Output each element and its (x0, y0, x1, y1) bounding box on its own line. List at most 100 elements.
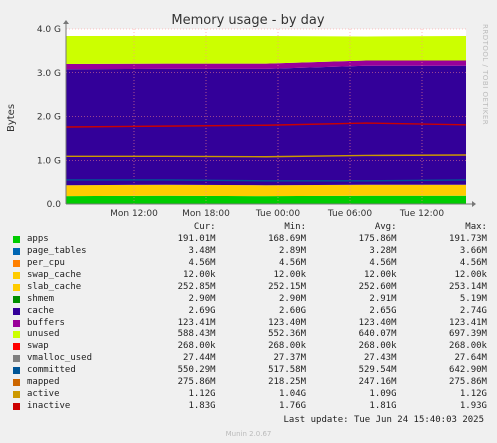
chart-title: Memory usage - by day (171, 13, 324, 28)
legend-row-slab_cache: slab_cache 252.85M 252.15M 252.60M 253.14M (12, 282, 487, 294)
legend-series-name: active (27, 389, 60, 400)
legend-max-value: 27.64M (454, 353, 487, 364)
legend-cur-value: 550.29M (177, 365, 216, 376)
legend-series-name: slab_cache (27, 281, 82, 292)
y-tick-label: 1.0 G (37, 156, 61, 166)
legend-cur-value: 2.90M (188, 293, 216, 304)
legend-cur-value: 1.83G (188, 401, 216, 412)
area-slab_cache (66, 184, 466, 197)
legend-row-page_tables: page_tables 3.48M 2.89M 3.28M 3.66M (12, 246, 487, 258)
y-tick-label: 4.0 G (37, 25, 61, 35)
legend-swatch (13, 283, 20, 291)
legend-row-mapped: mapped 275.86M 218.25M 247.16M 275.86M (12, 377, 487, 389)
line-inactive (65, 122, 467, 128)
y-axis-arrow (63, 20, 69, 24)
area-buffers (66, 60, 466, 70)
x-tick-label: Tue 12:00 (399, 209, 444, 219)
legend-row-apps: apps 191.01M 168.69M 175.86M 191.73M (12, 234, 487, 246)
line-committed (66, 179, 467, 182)
legend-row-shmem: shmem 2.90M 2.90M 2.91M 5.19M (12, 294, 487, 306)
legend-min-value: 2.90M (278, 293, 307, 304)
last-update: Last update: Tue Jun 24 15:40:03 2025 (283, 415, 484, 425)
legend-swatch (13, 331, 20, 339)
header-cur: Cur: (193, 222, 216, 232)
y-tick-label: 2.0 G (37, 113, 61, 123)
legend-swatch (13, 367, 20, 375)
legend-max-value: 4.56M (459, 257, 487, 268)
legend-series-name: committed (27, 365, 76, 376)
x-tick-label: Mon 18:00 (182, 209, 230, 219)
legend-avg-value: 2.91M (369, 293, 397, 304)
legend-avg-value: 2.65G (369, 305, 397, 316)
legend-cur-value: 123.41M (177, 317, 216, 328)
legend-swatch (13, 307, 20, 315)
legend-swatch (13, 259, 20, 267)
legend-avg-value: 175.86M (358, 233, 397, 244)
legend-row-cache: cache 2.69G 2.60G 2.65G 2.74G (12, 306, 487, 318)
header-min: Min: (284, 222, 307, 232)
legend-min-value: 1.04G (278, 389, 307, 400)
legend-min-value: 2.60G (278, 305, 307, 316)
x-tick-label: Tue 00:00 (255, 209, 300, 219)
legend-cur-value: 588.43M (177, 329, 216, 340)
legend-cur-value: 4.56M (188, 257, 216, 268)
y-tick-label: 0.0 (47, 200, 62, 210)
legend-cur-value: 268.00k (177, 341, 216, 352)
legend-swatch (13, 295, 20, 303)
legend-min-value: 552.36M (268, 329, 307, 340)
legend-swatch (13, 391, 20, 399)
legend-max-value: 1.93G (459, 401, 487, 412)
area-apps (66, 195, 466, 204)
legend-row-per_cpu: per_cpu 4.56M 4.56M 4.56M 4.56M (12, 258, 487, 270)
legend-max-value: 3.66M (459, 245, 487, 256)
legend-row-unused: unused 588.43M 552.36M 640.07M 697.39M (12, 329, 487, 341)
legend-row-swap: swap 268.00k 268.00k 268.00k 268.00k (12, 341, 487, 353)
legend-row-inactive: inactive 1.83G 1.76G 1.81G 1.93G (12, 401, 487, 413)
legend-series-name: page_tables (27, 245, 87, 256)
legend-swatch (13, 235, 20, 243)
legend-max-value: 191.73M (449, 233, 487, 244)
legend-min-value: 4.56M (278, 257, 307, 268)
legend-avg-value: 1.09G (369, 389, 397, 400)
legend-series-name: cache (27, 305, 55, 316)
legend-series-name: shmem (27, 293, 55, 304)
header-max: Max: (465, 222, 487, 232)
legend-row-committed: committed 550.29M 517.58M 529.54M 642.90M (12, 365, 487, 377)
legend-cur-value: 3.48M (188, 245, 216, 256)
legend-header: Cur: Min: Avg: Max: (12, 222, 487, 234)
legend-max-value: 697.39M (449, 329, 487, 340)
legend-series-name: inactive (27, 401, 71, 412)
legend-series-name: per_cpu (27, 257, 65, 268)
area-unused (66, 36, 466, 64)
legend-min-value: 517.58M (268, 365, 307, 376)
legend-avg-value: 27.43M (363, 353, 397, 364)
legend-series-name: vmalloc_used (27, 353, 93, 364)
legend-swatch (13, 355, 20, 363)
legend-max-value: 12.00k (454, 269, 487, 280)
legend-row-active: active 1.12G 1.04G 1.09G 1.12G (12, 389, 487, 401)
legend-cur-value: 12.00k (183, 269, 216, 280)
legend-avg-value: 529.54M (358, 365, 397, 376)
legend-cur-value: 191.01M (177, 233, 216, 244)
legend-avg-value: 252.60M (358, 281, 397, 292)
legend-avg-value: 12.00k (363, 269, 397, 280)
legend-row-vmalloc_used: vmalloc_used 27.44M 27.37M 27.43M 27.64M (12, 353, 487, 365)
legend-avg-value: 4.56M (369, 257, 397, 268)
legend-min-value: 123.40M (268, 317, 307, 328)
legend-series-name: mapped (27, 377, 60, 388)
legend-max-value: 5.19M (459, 293, 487, 304)
legend-series-name: unused (27, 329, 60, 340)
legend-min-value: 27.37M (273, 353, 307, 364)
legend-swatch (13, 343, 20, 351)
legend-max-value: 642.90M (449, 365, 487, 376)
legend-avg-value: 268.00k (358, 341, 397, 352)
legend-cur-value: 275.86M (177, 377, 216, 388)
legend-avg-value: 3.28M (369, 245, 397, 256)
legend-max-value: 268.00k (449, 341, 487, 352)
line-active (66, 154, 467, 158)
legend-swatch (13, 247, 20, 255)
legend-cur-value: 27.44M (183, 353, 216, 364)
legend-swatch (13, 319, 20, 327)
legend-avg-value: 1.81G (369, 401, 397, 412)
legend-cur-value: 1.12G (188, 389, 216, 400)
